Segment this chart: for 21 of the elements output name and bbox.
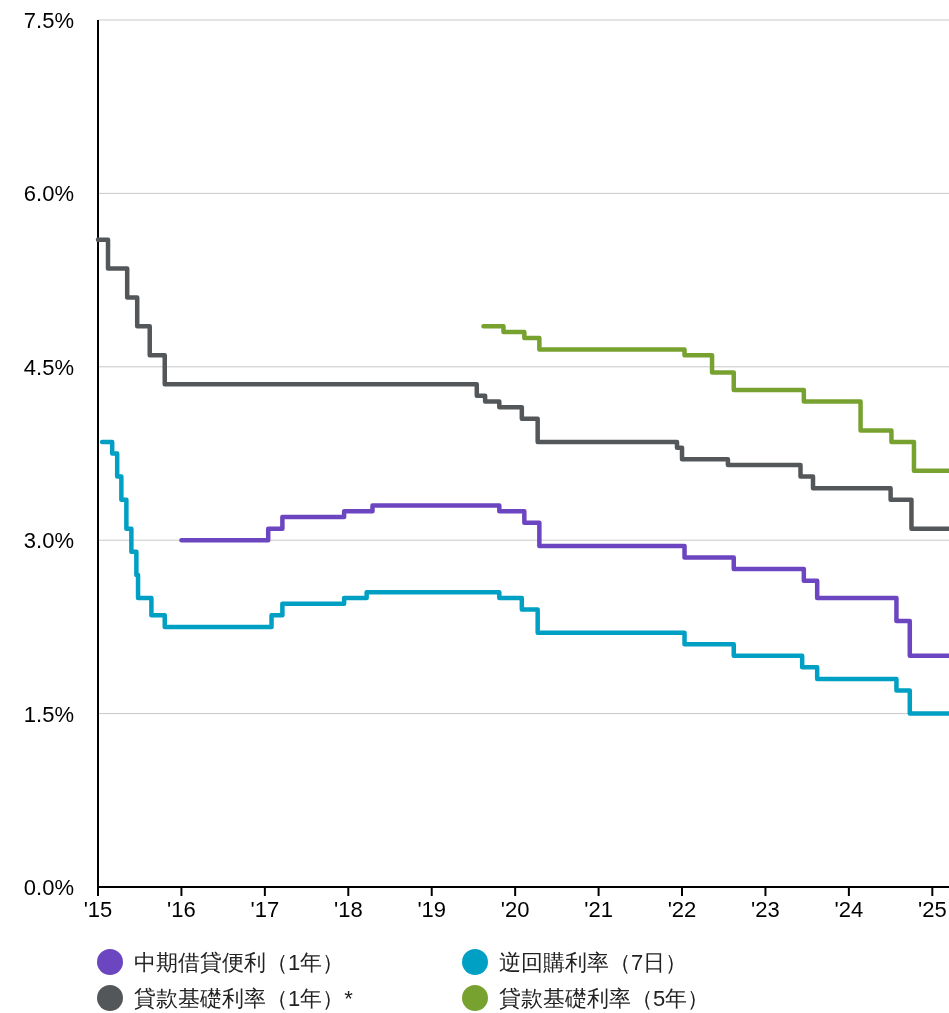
x-tick-label: '23 xyxy=(751,897,780,922)
y-tick-label: 1.5% xyxy=(23,701,74,727)
legend-label: 貸款基礎利率（5年） xyxy=(499,986,710,1011)
y-tick-label: 4.5% xyxy=(23,354,74,380)
x-tick-label: '21 xyxy=(584,897,613,922)
y-tick-label: 0.0% xyxy=(23,875,74,900)
y-tick-label: 6.0% xyxy=(23,181,74,207)
legend-label: 貸款基礎利率（1年）* xyxy=(134,986,354,1011)
x-tick-label: '18 xyxy=(333,897,363,922)
x-tick-label: '16 xyxy=(167,897,196,922)
legend-label: 逆回購利率（7日） xyxy=(499,950,688,975)
x-tick-label: '22 xyxy=(667,897,697,922)
x-tick-label: '15 xyxy=(83,897,113,922)
y-tick-label: 3.0% xyxy=(23,528,74,554)
x-tick-label: '25 xyxy=(917,897,947,922)
legend-label: 中期借貸便利（1年） xyxy=(134,950,345,975)
x-tick-label: '24 xyxy=(834,897,864,922)
x-tick-label: '17 xyxy=(250,897,280,922)
x-tick-label: '19 xyxy=(417,897,447,922)
y-tick-label: 7.5% xyxy=(23,8,74,33)
x-tick-label: '20 xyxy=(500,897,530,922)
